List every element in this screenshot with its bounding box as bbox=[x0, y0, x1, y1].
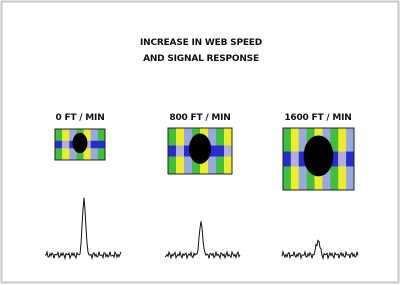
stripe-band bbox=[98, 141, 105, 148]
title-line: INCREASE IN WEB SPEED bbox=[140, 38, 262, 48]
stripe-band bbox=[216, 145, 224, 156]
stripe-band bbox=[91, 141, 98, 148]
panel-label: 0 FT / MIN bbox=[55, 113, 104, 123]
spot bbox=[189, 134, 211, 164]
spot bbox=[73, 133, 88, 153]
stripe-band bbox=[62, 141, 69, 148]
stripe-band bbox=[176, 145, 184, 156]
stripe-band bbox=[346, 152, 354, 167]
stripe-band bbox=[338, 152, 346, 167]
panel-label: 1600 FT / MIN bbox=[284, 113, 351, 123]
panel-label: 800 FT / MIN bbox=[169, 113, 230, 123]
stripe-band bbox=[291, 152, 299, 167]
stripe-band bbox=[55, 141, 62, 148]
stripe-band bbox=[168, 145, 176, 156]
title-line: AND SIGNAL RESPONSE bbox=[143, 54, 259, 64]
diagram: INCREASE IN WEB SPEED AND SIGNAL RESPONS… bbox=[0, 0, 401, 285]
stripe-band bbox=[224, 145, 232, 156]
spot bbox=[304, 135, 334, 176]
stripe-band bbox=[283, 152, 291, 167]
